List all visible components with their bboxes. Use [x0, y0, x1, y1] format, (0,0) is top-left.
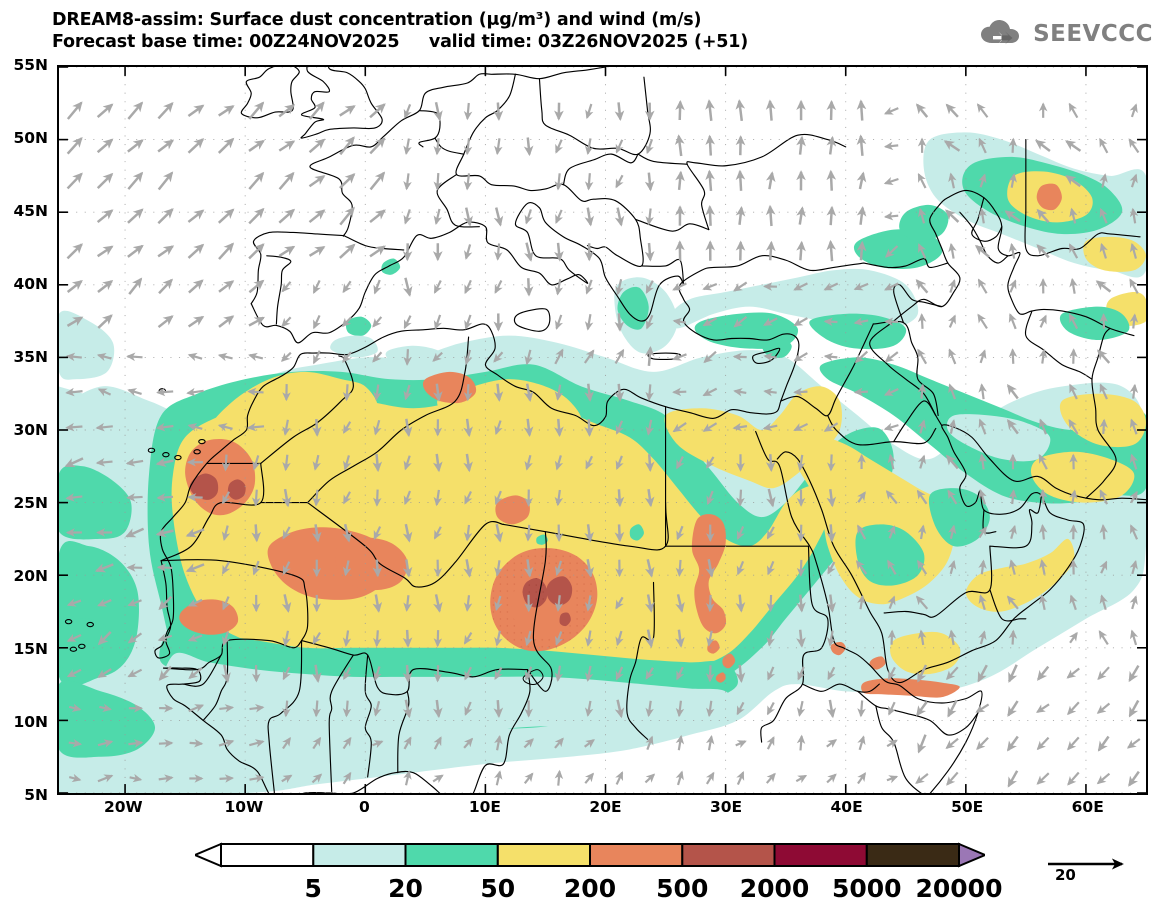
colorbar-tick-200: 200 [563, 874, 617, 903]
colorbar-swatch [773, 843, 868, 867]
colorbar-tick-50: 50 [480, 874, 516, 903]
y-tick-label-10N: 10N [13, 713, 48, 731]
y-tick-label-20N: 20N [13, 567, 48, 585]
dust-concentration-map [59, 67, 1146, 793]
forecast-time-subtitle: Forecast base time: 00Z24NOV2025 valid t… [52, 32, 749, 52]
wind-reference-label: 20 [1055, 866, 1076, 884]
colorbar-swatch [681, 843, 776, 867]
colorbar-swatch [496, 843, 592, 867]
colorbar-tick-500: 500 [656, 874, 709, 903]
colorbar-tick-20000: 20000 [915, 874, 1003, 903]
colorbar-swatch [312, 843, 407, 867]
x-tick-label-30E: 30E [709, 798, 743, 816]
y-tick-label-55N: 55N [13, 56, 48, 74]
y-tick-label-25N: 25N [13, 494, 48, 512]
page-title: DREAM8-assim: Surface dust concentration… [52, 10, 702, 30]
y-tick-label-15N: 15N [13, 640, 48, 658]
header: DREAM8-assim: Surface dust concentration… [0, 0, 1165, 60]
colorbar-over-arrow [958, 842, 985, 868]
y-tick-label-5N: 5N [24, 786, 48, 804]
colorbar-tick-5: 5 [304, 874, 322, 903]
x-tick-label-10E: 10E [468, 798, 502, 816]
colorbar-swatch [404, 843, 499, 867]
y-tick-label-40N: 40N [13, 275, 48, 293]
colorbar-swatch [589, 843, 684, 867]
seevccc-logo: SEEVCCC [980, 16, 1153, 52]
x-tick-label-0: 0 [359, 798, 370, 816]
cloud-arrow-icon [981, 20, 1020, 45]
x-tick-label-50E: 50E [951, 798, 984, 816]
x-tick-label-10W: 10W [224, 798, 264, 816]
wind-reference-vector [1048, 858, 1124, 870]
x-tick-label-40E: 40E [830, 798, 863, 816]
colorbar-swatch [865, 843, 961, 867]
colorbar-swatch [220, 843, 315, 867]
colorbar-tick-5000: 5000 [831, 874, 902, 903]
y-tick-label-50N: 50N [13, 129, 48, 147]
y-tick-label-30N: 30N [13, 421, 48, 439]
colorbar: 5 20 50 200 500 2000 5000 20000 20 [0, 838, 1165, 907]
x-tick-label-20W: 20W [103, 798, 143, 816]
logo-text: SEEVCCC [1033, 21, 1153, 47]
y-tick-label-35N: 35N [13, 348, 48, 366]
colorbar-swatches [195, 842, 985, 868]
x-tick-label-60E: 60E [1071, 798, 1104, 816]
colorbar-under-arrow [195, 842, 222, 868]
map-plot-area [57, 65, 1148, 795]
colorbar-tick-20: 20 [388, 874, 423, 903]
y-tick-label-45N: 45N [13, 202, 48, 220]
x-tick-label-20E: 20E [589, 798, 622, 816]
colorbar-tick-2000: 2000 [739, 874, 810, 903]
